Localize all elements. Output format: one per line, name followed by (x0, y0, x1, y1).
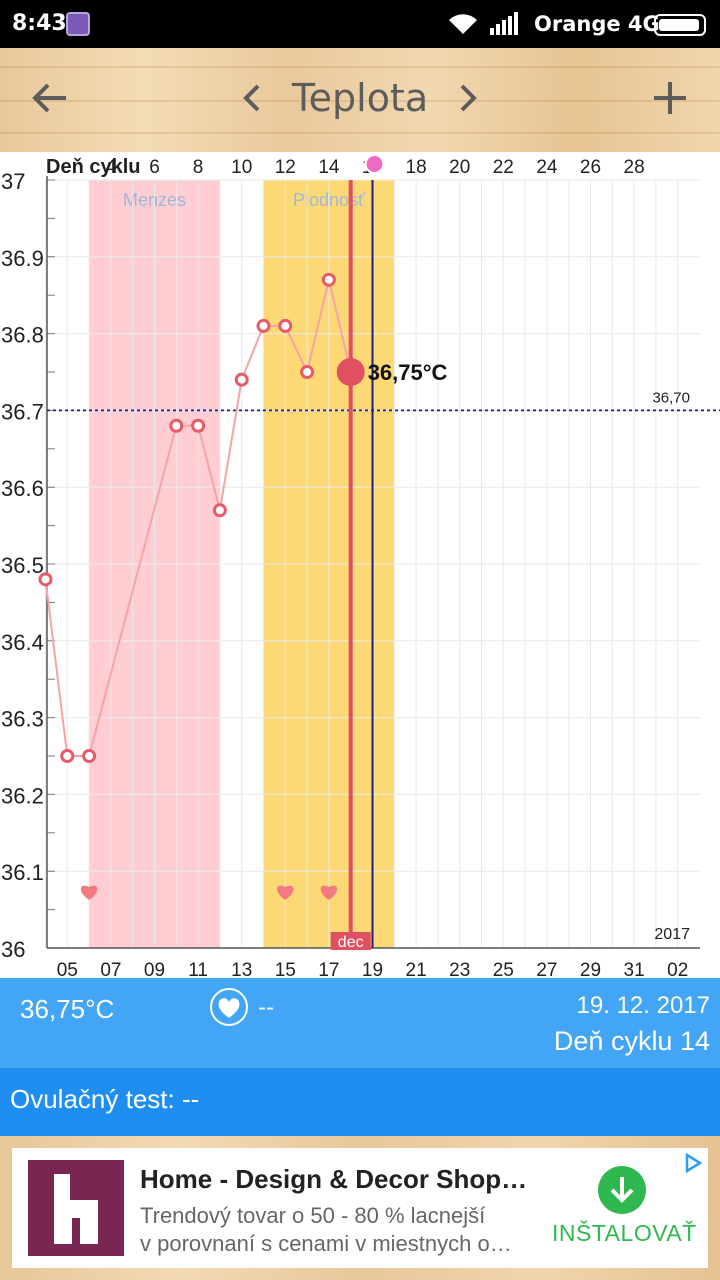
page-title: Teplota (291, 76, 429, 120)
heart-icon (277, 885, 294, 900)
selected-date: 19. 12. 2017 (576, 992, 710, 1019)
heart-icon (218, 998, 240, 1018)
cycle-tick-label: 10 (231, 157, 252, 178)
download-arrow-icon (610, 1177, 634, 1203)
install-button[interactable]: INŠTALOVAŤ (552, 1220, 697, 1246)
battery-icon (654, 14, 706, 36)
month-label-bg (330, 932, 371, 950)
ovulation-test-row[interactable]: Ovulačný test: -- (0, 1068, 720, 1136)
temperature-point (321, 272, 336, 287)
cycle-tick-label: 6 (149, 157, 160, 178)
y-tick-label: 36.5 (1, 553, 44, 578)
temperature-point (82, 749, 97, 763)
info-bar: 36,75°C -- 19. 12. 2017 Deň cyklu 14 (0, 978, 720, 1068)
cycle-tick-label: 12 (275, 157, 296, 178)
selected-point (336, 358, 365, 386)
selected-point-label: 36,75°C (368, 360, 448, 385)
y-tick-label: 36.4 (1, 630, 44, 655)
cycle-tick-label: 26 (580, 157, 601, 178)
date-tick-label: 05 (57, 960, 78, 978)
cycle-tick-label: 18 (406, 157, 427, 178)
today-marker (364, 154, 385, 174)
date-tick-label: 02 (667, 960, 688, 978)
temperature-point (300, 365, 315, 379)
ad-banner[interactable]: Home - Design & Decor Shop… Trendový tov… (12, 1148, 708, 1268)
date-tick-label: 11 (188, 960, 208, 978)
temperature-point (234, 372, 249, 387)
status-bar: 8:43 Orange 4G (0, 0, 720, 48)
date-tick-label: 25 (493, 960, 514, 978)
heart-button[interactable] (210, 988, 248, 1026)
ad-desc-line1: Trendový tovar o 50 - 80 % lacnejší (140, 1203, 486, 1228)
carrier-label: Orange 4G (534, 12, 660, 36)
cycle-tick-label: 24 (536, 157, 558, 178)
y-tick-label: 36.2 (1, 783, 44, 808)
date-tick-label: 31 (624, 960, 645, 978)
arrow-left-icon[interactable] (30, 78, 70, 118)
date-tick-label: 15 (275, 960, 296, 978)
y-tick-label: 36.8 (1, 323, 44, 348)
cycle-tick-label: 14 (318, 157, 340, 178)
cycle-tick-label: 28 (624, 157, 645, 178)
heart-value: -- (258, 994, 274, 1021)
baseline-label: 36,70 (652, 389, 690, 406)
cycle-tick-label: 4 (106, 157, 117, 178)
temperature-chart[interactable]: Menzes Plodnosť 37 36.9 36.8 36.7 36.6 36.5 36.4… (0, 152, 720, 981)
cycle-tick-label: 22 (493, 157, 514, 178)
date-tick-label: 13 (231, 960, 252, 978)
month-label: dec (338, 934, 364, 951)
date-tick-label: 07 (100, 960, 121, 978)
chevron-left-icon[interactable] (238, 78, 268, 118)
date-tick-label: 19 (362, 960, 383, 978)
heart-icon (320, 885, 338, 900)
y-tick-label: 36.6 (1, 476, 44, 501)
status-time: 8:43 (12, 11, 67, 36)
temperature-point (60, 749, 75, 763)
temperature-point (38, 572, 53, 587)
cycle-axis-label: Deň cyklu (46, 156, 140, 178)
adchoices-icon[interactable] (682, 1152, 704, 1174)
ad-title[interactable]: Home - Design & Decor Shop… (140, 1164, 528, 1194)
ovulation-test-label: Ovulačný test: -- (10, 1084, 200, 1114)
app-notification-icon (66, 12, 90, 36)
temperature-chart-svg: Menzes Plodnosť3736.936.836.736.636.536.4… (1, 154, 720, 981)
plus-icon[interactable] (650, 78, 690, 118)
signal-icon (490, 12, 518, 35)
year-label: 2017 (654, 926, 690, 943)
temperature-point (256, 318, 271, 333)
date-tick-label: 09 (144, 960, 165, 978)
app-header: Teplota (0, 48, 720, 152)
temperature-point (191, 418, 206, 433)
y-tick-label: 37 (1, 169, 25, 194)
date-tick-label: 21 (406, 960, 427, 978)
cycle-tick-label: 8 (193, 157, 204, 178)
y-tick-label: 36.9 (1, 246, 44, 271)
cycle-tick-label: 20 (449, 157, 470, 178)
download-icon[interactable] (598, 1166, 646, 1214)
ad-container: Home - Design & Decor Shop… Trendový tov… (0, 1136, 720, 1280)
date-tick-label: 23 (449, 960, 470, 978)
temperature-point (169, 418, 184, 433)
heart-icon (80, 885, 98, 900)
date-tick-label: 27 (536, 960, 557, 978)
temperature-point (278, 318, 293, 333)
wifi-icon (449, 14, 477, 34)
y-tick-label: 36.1 (1, 860, 44, 885)
selected-temperature: 36,75°C (20, 994, 115, 1024)
houzz-logo-icon (54, 1174, 98, 1244)
y-tick-label: 36.7 (1, 399, 44, 424)
ad-logo[interactable] (28, 1160, 124, 1256)
ad-description: Trendový tovar o 50 - 80 % lacnejší v po… (140, 1202, 550, 1258)
date-tick-label: 29 (580, 960, 601, 978)
temperature-point (212, 503, 227, 518)
date-tick-label: 17 (318, 960, 339, 978)
y-tick-label: 36 (1, 937, 25, 962)
cycle-day-label: Deň cyklu 14 (553, 1026, 710, 1056)
chevron-right-icon[interactable] (452, 78, 482, 118)
y-tick-label: 36.3 (1, 707, 44, 732)
ad-desc-line2: v porovnaní s cenami v miestnych o… (140, 1231, 512, 1256)
